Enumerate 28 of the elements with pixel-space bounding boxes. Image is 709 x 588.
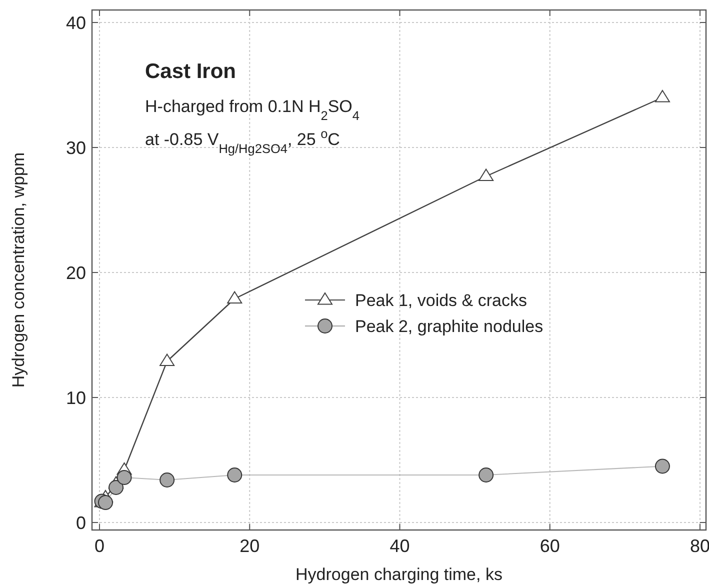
y-tick-label: 40 — [66, 12, 86, 33]
x-tick-label: 80 — [690, 536, 709, 556]
point — [654, 458, 670, 474]
point — [98, 495, 114, 510]
x-tick-label: 20 — [240, 536, 260, 556]
point — [227, 291, 242, 304]
y-tick-label: 30 — [66, 138, 86, 158]
annotation: at -0.85 V$_{Hg/Hg2SO4}$, 25 $^{o}$C — [145, 126, 340, 156]
annotation: Cast Iron — [145, 60, 236, 83]
point — [160, 472, 175, 488]
y-tick-label: 0 — [76, 512, 86, 533]
point — [227, 468, 242, 482]
point — [478, 168, 494, 181]
point — [108, 480, 124, 495]
y-tick-label: 20 — [66, 262, 86, 283]
legend-label: Peak 2, graphite nodules — [355, 316, 544, 336]
y-tick-label: 10 — [66, 388, 86, 408]
x-tick-label: 0 — [94, 536, 105, 556]
x-tick-label: 60 — [540, 536, 560, 556]
x-axis-title: Hydrogen charging time, ks — [296, 565, 502, 584]
legend-label: Peak 1, voids & cracks — [355, 290, 527, 310]
annotation: H-charged from 0.1N H$_{2}$SO$_{4}$ — [145, 97, 360, 122]
point — [160, 354, 175, 366]
x-tick-label: 40 — [390, 536, 410, 556]
y-axis-title: Hydrogen concentration, wppm — [9, 152, 28, 388]
point — [478, 468, 494, 482]
point — [654, 90, 670, 102]
point — [116, 470, 132, 485]
